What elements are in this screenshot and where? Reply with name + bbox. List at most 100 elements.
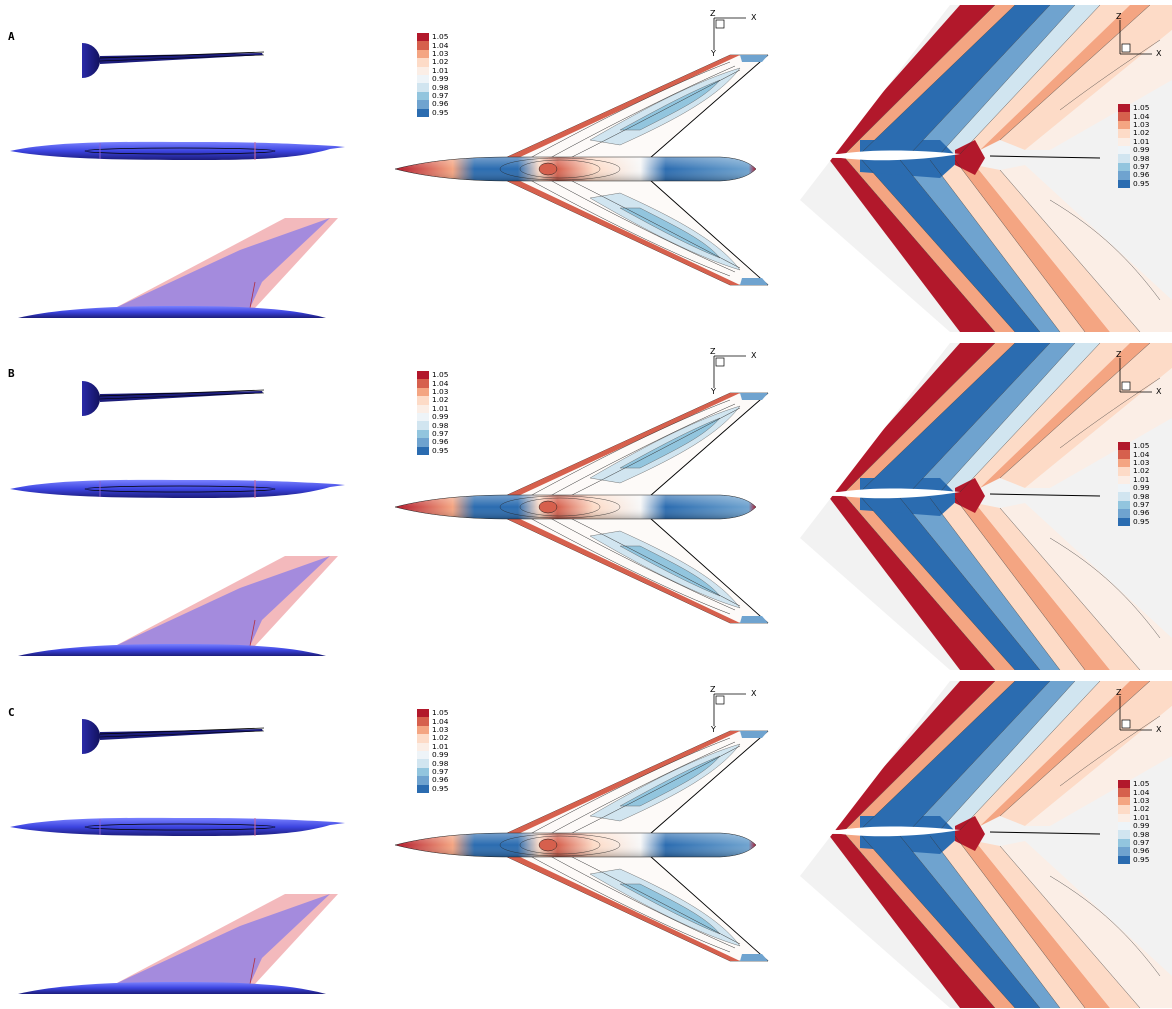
- legend-swatch: [417, 371, 429, 380]
- legend-swatch: [417, 446, 429, 455]
- legend-swatch: [417, 49, 429, 59]
- legend-level-label: 1.05: [1133, 441, 1150, 451]
- legend-swatch: [417, 429, 429, 439]
- legend-item: 1.01: [1118, 474, 1172, 484]
- axes-triad: Z X Y: [706, 685, 766, 734]
- legend-level-label: 1.01: [1133, 474, 1150, 484]
- legend-level-label: 0.95: [432, 783, 449, 793]
- legend-item: 1.03: [417, 387, 477, 397]
- row-label-c: C: [8, 706, 15, 719]
- legend-swatch: [1118, 450, 1130, 459]
- legend-swatch: [1118, 517, 1130, 526]
- legend-level-label: 1.01: [432, 403, 449, 413]
- legend-item: 0.98: [417, 421, 477, 430]
- color-legend: 1.05 1.04 1.03 1.02 1.01 0.99 0.98 0.97 0.96 0.95: [1118, 442, 1172, 526]
- legend-item: 0.97: [1118, 499, 1172, 510]
- legend-level-label: 0.98: [1133, 153, 1150, 163]
- legend-swatch: [1118, 813, 1130, 822]
- legend-level-label: 1.04: [1133, 449, 1150, 459]
- legend-level-label: 1.02: [432, 57, 449, 67]
- legend-swatch: [1118, 492, 1130, 501]
- legend-item: 0.98: [417, 82, 477, 92]
- legend-swatch: [417, 108, 429, 117]
- legend-level-label: 0.99: [432, 750, 449, 760]
- color-legend: 1.05 1.04 1.03 1.02 1.01 0.99 0.98 0.97 0.96 0.95: [1118, 780, 1172, 864]
- legend-level-label: 1.04: [1133, 111, 1150, 121]
- legend-item: 0.96: [417, 775, 477, 785]
- legend-swatch: [1118, 500, 1130, 510]
- legend-item: 0.99: [417, 750, 477, 760]
- legend-level-label: 0.95: [432, 445, 449, 455]
- legend-item: 1.02: [417, 396, 477, 405]
- axis-y-label: Y: [711, 725, 716, 734]
- axis-x-label: X: [1156, 49, 1162, 58]
- row-label-b: B: [8, 367, 15, 380]
- legend-swatch: [1118, 509, 1130, 518]
- legend-level-label: 0.98: [1133, 829, 1150, 839]
- legend-item: 1.04: [417, 41, 477, 50]
- legend-swatch: [417, 734, 429, 743]
- legend-level-label: 0.96: [432, 775, 449, 785]
- legend-level-label: 1.05: [1133, 103, 1150, 113]
- legend-swatch: [1118, 855, 1130, 864]
- legend-level-label: 1.03: [1133, 795, 1150, 805]
- legend-level-label: 0.97: [1133, 837, 1150, 847]
- legend-swatch: [417, 438, 429, 447]
- legend-item: 0.99: [1118, 145, 1172, 155]
- legend-swatch: [417, 100, 429, 109]
- legend-item: 1.05: [1118, 441, 1172, 451]
- legend-swatch: [417, 776, 429, 785]
- legend-item: 1.03: [1118, 795, 1172, 806]
- legend-swatch: [1118, 830, 1130, 839]
- legend-swatch: [417, 33, 429, 42]
- legend-level-label: 0.99: [1133, 821, 1150, 831]
- legend-level-label: 0.99: [1133, 145, 1150, 155]
- legend-item: 1.01: [1118, 137, 1172, 146]
- legend-level-label: 1.01: [432, 741, 449, 751]
- legend-level-label: 1.03: [1133, 457, 1150, 467]
- legend-item: 0.95: [417, 445, 477, 455]
- legend-level-label: 1.04: [432, 716, 449, 726]
- legend-swatch: [417, 91, 429, 101]
- axes-triad: Z X: [1112, 12, 1172, 58]
- legend-item: 0.99: [1118, 821, 1172, 831]
- legend-swatch: [1118, 120, 1130, 130]
- legend-level-label: 1.02: [1133, 466, 1150, 476]
- axis-z-label: Z: [710, 685, 716, 694]
- axis-z-label: Z: [1116, 12, 1122, 21]
- legend-item: 0.99: [1118, 483, 1172, 493]
- planform-contour-views: [394, 54, 769, 962]
- legend-swatch: [1118, 442, 1130, 451]
- legend-swatch: [417, 742, 429, 751]
- legend-swatch: [417, 412, 429, 422]
- legend-swatch: [417, 784, 429, 793]
- legend-swatch: [417, 387, 429, 397]
- legend-item: 1.03: [1118, 120, 1172, 130]
- legend-level-label: 1.01: [1133, 812, 1150, 822]
- legend-item: 1.04: [417, 716, 477, 726]
- legend-level-label: 0.97: [1133, 499, 1150, 509]
- legend-swatch: [1118, 179, 1130, 188]
- legend-level-label: 0.98: [1133, 491, 1150, 501]
- legend-item: 0.97: [1118, 837, 1172, 848]
- legend-level-label: 1.01: [432, 65, 449, 75]
- axes-triad: Z X: [1112, 350, 1172, 396]
- legend-item: 0.98: [1118, 491, 1172, 501]
- legend-level-label: 1.03: [432, 48, 449, 58]
- legend-item: 0.97: [1118, 161, 1172, 172]
- legend-level-label: 0.96: [432, 99, 449, 109]
- legend-item: 0.99: [417, 75, 477, 84]
- legend-level-label: 0.96: [1133, 170, 1150, 180]
- row-label-a: A: [8, 30, 15, 43]
- legend-level-label: 0.97: [1133, 161, 1150, 171]
- legend-item: 1.01: [417, 741, 477, 751]
- legend-item: 0.95: [1118, 517, 1172, 526]
- legend-item: 1.02: [417, 57, 477, 67]
- legend-swatch: [417, 379, 429, 388]
- legend-level-label: 0.95: [432, 107, 449, 117]
- legend-level-label: 0.99: [1133, 483, 1150, 493]
- legend-swatch: [417, 725, 429, 735]
- axis-x-label: X: [1156, 387, 1162, 396]
- legend-swatch: [417, 83, 429, 92]
- legend-level-label: 0.98: [432, 82, 449, 92]
